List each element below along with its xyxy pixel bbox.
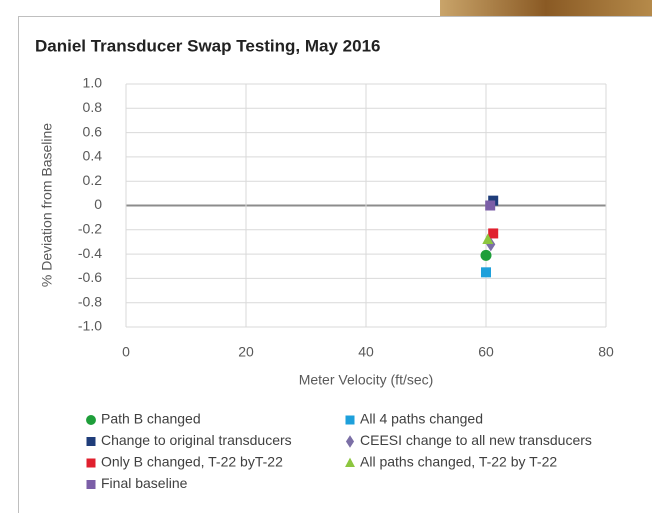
x-tick-label: 0 (122, 344, 130, 360)
y-axis-title: % Deviation from Baseline (39, 123, 55, 287)
y-tick-label: 0 (94, 196, 102, 212)
y-tick-label: -0.4 (78, 245, 102, 261)
y-tick-label: 0.2 (83, 172, 103, 188)
legend-marker (86, 415, 96, 425)
legend-label: Path B changed (101, 411, 201, 427)
legend-marker (86, 480, 96, 489)
header-strip (440, 0, 652, 16)
legend-label: Change to original transducers (101, 432, 292, 448)
legend-label: Only B changed, T-22 byT-22 (101, 454, 283, 470)
legend-label: Final baseline (101, 475, 188, 491)
x-tick-label: 80 (598, 344, 614, 360)
x-tick-label: 60 (478, 344, 494, 360)
legend-label: All 4 paths changed (360, 411, 483, 427)
x-tick-label: 40 (358, 344, 374, 360)
legend-marker (345, 415, 355, 425)
chart-title: Daniel Transducer Swap Testing, May 2016 (35, 36, 380, 55)
point (481, 267, 491, 278)
y-tick-label: 0.6 (83, 123, 103, 139)
point (488, 228, 499, 239)
y-tick-label: -0.8 (78, 293, 102, 309)
chart-frame (18, 16, 652, 513)
point (485, 200, 496, 211)
point (482, 233, 494, 245)
y-tick-label: 0.4 (83, 148, 103, 164)
legend-label: All paths changed, T-22 by T-22 (360, 454, 557, 470)
x-axis-title: Meter Velocity (ft/sec) (299, 372, 434, 388)
y-tick-label: 0.8 (83, 99, 103, 115)
y-tick-label: -1.0 (78, 318, 102, 334)
legend-marker (86, 437, 96, 446)
y-tick-label: 1.0 (83, 75, 103, 91)
y-tick-label: -0.6 (78, 269, 102, 285)
legend-marker (86, 458, 96, 468)
point (480, 249, 492, 261)
legend-marker (345, 435, 355, 448)
legend-label: CEESI change to all new transducers (360, 432, 592, 448)
x-tick-label: 20 (238, 344, 254, 360)
y-tick-label: -0.2 (78, 221, 102, 237)
legend-marker (345, 457, 355, 468)
